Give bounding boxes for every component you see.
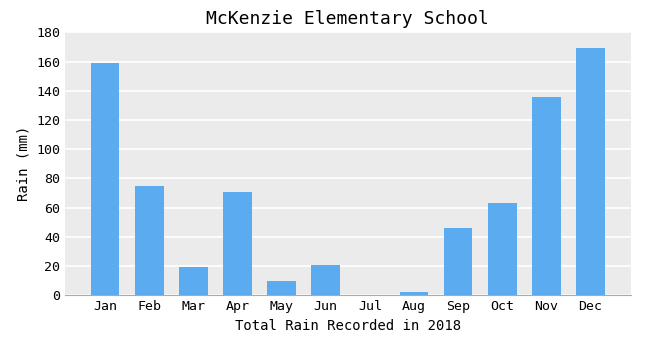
X-axis label: Total Rain Recorded in 2018: Total Rain Recorded in 2018 (235, 319, 461, 333)
Bar (400, 292, 428, 295)
Bar (444, 228, 473, 295)
Y-axis label: Rain (mm): Rain (mm) (17, 126, 31, 202)
Bar (576, 49, 604, 295)
Bar (532, 96, 561, 295)
Bar (179, 267, 207, 295)
Bar (488, 203, 517, 295)
Title: McKenzie Elementary School: McKenzie Elementary School (207, 10, 489, 28)
Bar (267, 280, 296, 295)
Bar (223, 192, 252, 295)
Bar (91, 63, 120, 295)
Bar (135, 186, 164, 295)
Bar (311, 265, 340, 295)
